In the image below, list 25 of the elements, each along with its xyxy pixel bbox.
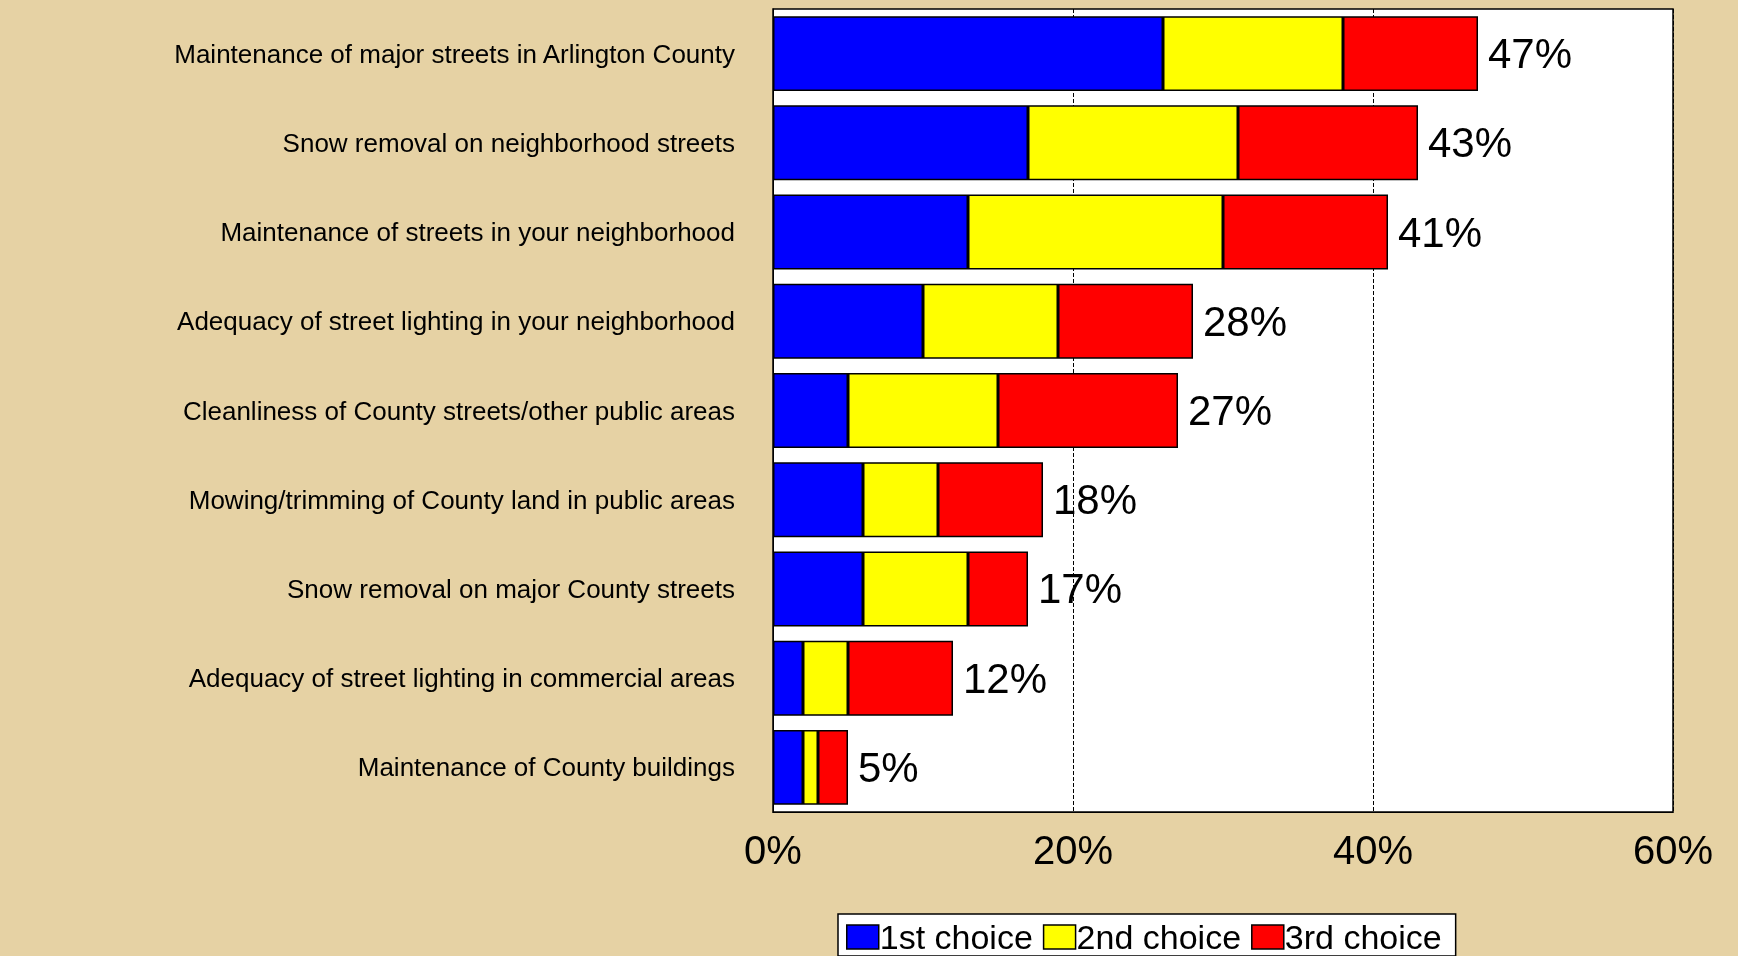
y-tick-label: Snow removal on major County streets: [287, 573, 735, 604]
total-label: 43%: [1428, 119, 1513, 167]
legend-label: 3rd choice: [1284, 918, 1442, 956]
y-tick-label: Cleanliness of County streets/other public areas: [182, 395, 735, 426]
legend-label: 2nd choice: [1076, 918, 1242, 956]
y-tick-label: Mowing/trimming of County land in public areas: [188, 484, 735, 515]
total-label: 47%: [1488, 30, 1573, 78]
total-label: 5%: [858, 743, 919, 791]
y-tick-label: Snow removal on neighborhood streets: [282, 127, 735, 158]
x-tick-label: 60%: [1632, 828, 1714, 872]
legend-label: 1st choice: [879, 918, 1033, 956]
total-label: 28%: [1203, 297, 1288, 345]
y-tick-label: Maintenance of streets in your neighborhood: [220, 217, 735, 248]
total-label: 27%: [1188, 387, 1273, 434]
y-tick-label: Adequacy of street lighting in commercial areas: [188, 663, 735, 694]
total-label: 41%: [1398, 208, 1483, 256]
total-label: 17%: [1038, 565, 1123, 613]
x-tick-label: 40%: [1332, 828, 1414, 872]
y-tick-label: Adequacy of street lighting in your neighborhood: [177, 306, 735, 337]
x-tick-label: 0%: [744, 828, 802, 872]
y-tick-label: Maintenance of major streets in Arlington County: [174, 38, 735, 69]
x-tick-label: 20%: [1032, 828, 1114, 872]
total-label: 18%: [1053, 476, 1138, 524]
y-tick-label: Maintenance of County buildings: [357, 752, 735, 783]
total-label: 12%: [963, 654, 1048, 702]
